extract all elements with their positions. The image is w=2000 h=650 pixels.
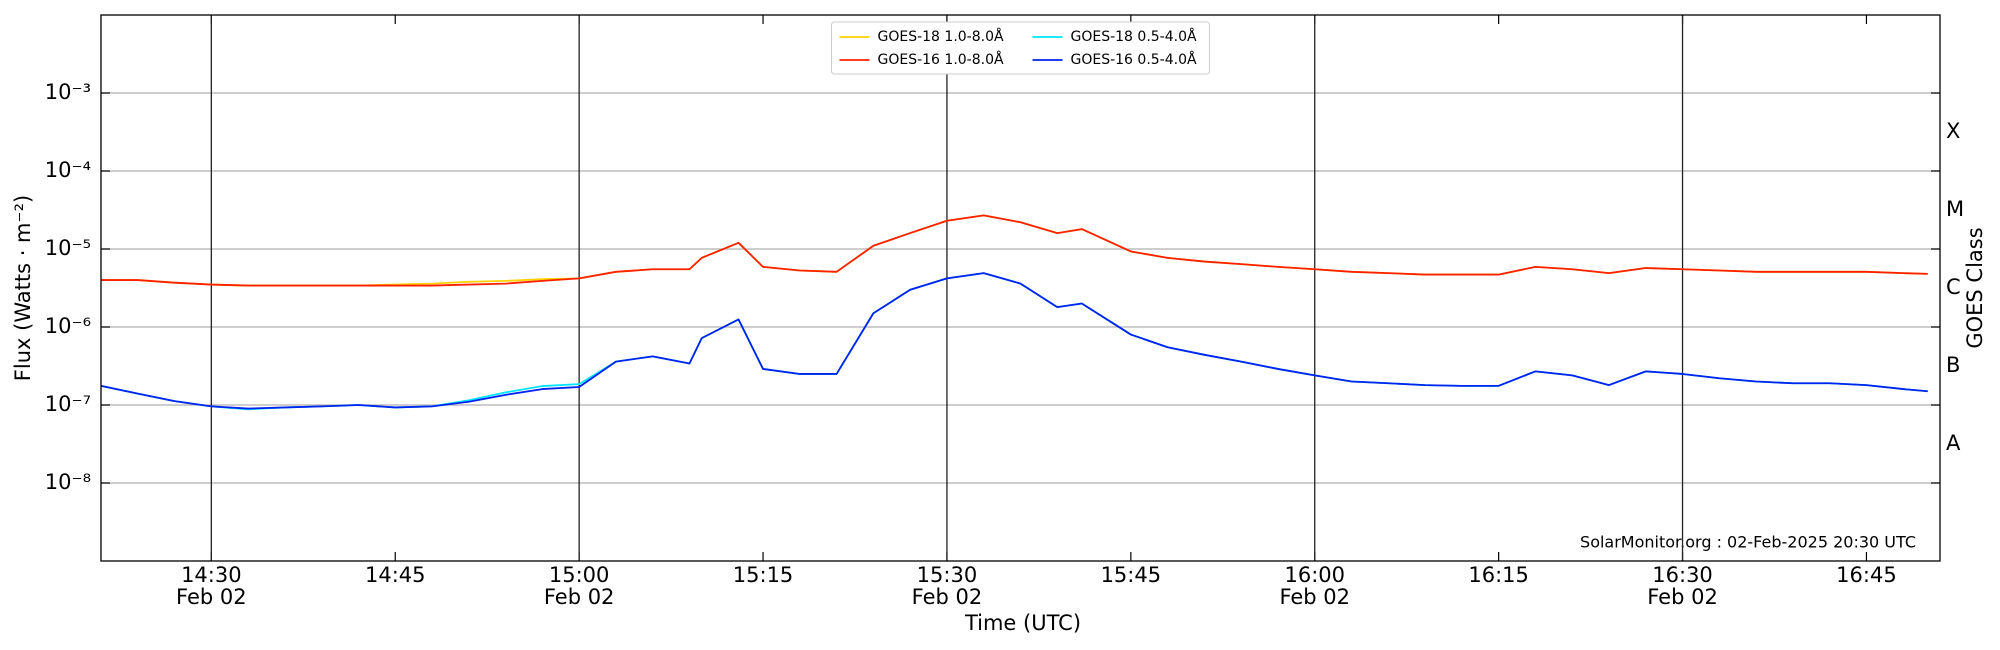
x-date-label: Feb 02 (544, 585, 615, 609)
y2-tick-label: X (1946, 119, 1960, 143)
legend-label: GOES-16 0.5-4.0Å (1071, 51, 1197, 68)
legend-box (831, 21, 1210, 75)
x-tick-label: 15:00 (549, 563, 610, 587)
x-tick-label: 14:45 (365, 563, 426, 587)
y-axis-label: Flux (Watts · m⁻²) (11, 195, 35, 381)
y2-tick-label: C (1946, 275, 1961, 299)
x-date-label: Feb 02 (1279, 585, 1350, 609)
y-tick-label: 10⁻⁸ (45, 470, 91, 494)
y-tick-label: 10⁻³ (45, 80, 91, 104)
x-date-label: Feb 02 (912, 585, 983, 609)
series-line (100, 272, 1928, 411)
y-tick-label: 10⁻⁴ (45, 158, 91, 182)
legend-label: GOES-16 1.0-8.0Å (878, 51, 1004, 68)
x-tick-label: 16:15 (1468, 563, 1529, 587)
y2-tick-label: M (1946, 197, 1964, 221)
y2-tick-label: A (1946, 431, 1961, 455)
y2-tick-label: B (1946, 353, 1960, 377)
y-tick-label: 10⁻⁶ (45, 314, 91, 338)
series-line (100, 272, 1928, 410)
x-tick-label: 16:30 (1652, 563, 1713, 587)
y-tick-label: 10⁻⁵ (45, 236, 91, 260)
annotation: SolarMonitor.org : 02-Feb-2025 20:30 UTC (1580, 533, 1916, 552)
x-tick-label: 15:15 (733, 563, 794, 587)
x-tick-label: 15:45 (1101, 563, 1162, 587)
x-date-label: Feb 02 (176, 585, 247, 609)
legend-label: GOES-18 1.0-8.0Å (878, 28, 1004, 45)
x-tick-label: 14:30 (181, 563, 242, 587)
legend-label: GOES-18 0.5-4.0Å (1071, 28, 1197, 45)
series-line (101, 214, 1928, 287)
series-line (101, 214, 1928, 287)
x-axis-label: Time (UTC) (964, 611, 1081, 635)
x-tick-label: 15:30 (917, 563, 978, 587)
y2-axis-label: GOES Class (1963, 227, 1987, 348)
x-date-label: Feb 02 (1647, 585, 1718, 609)
x-tick-label: 16:45 (1836, 563, 1897, 587)
y-tick-label: 10⁻⁷ (45, 392, 91, 416)
plot-frame (100, 14, 1941, 562)
x-tick-label: 16:00 (1284, 563, 1345, 587)
